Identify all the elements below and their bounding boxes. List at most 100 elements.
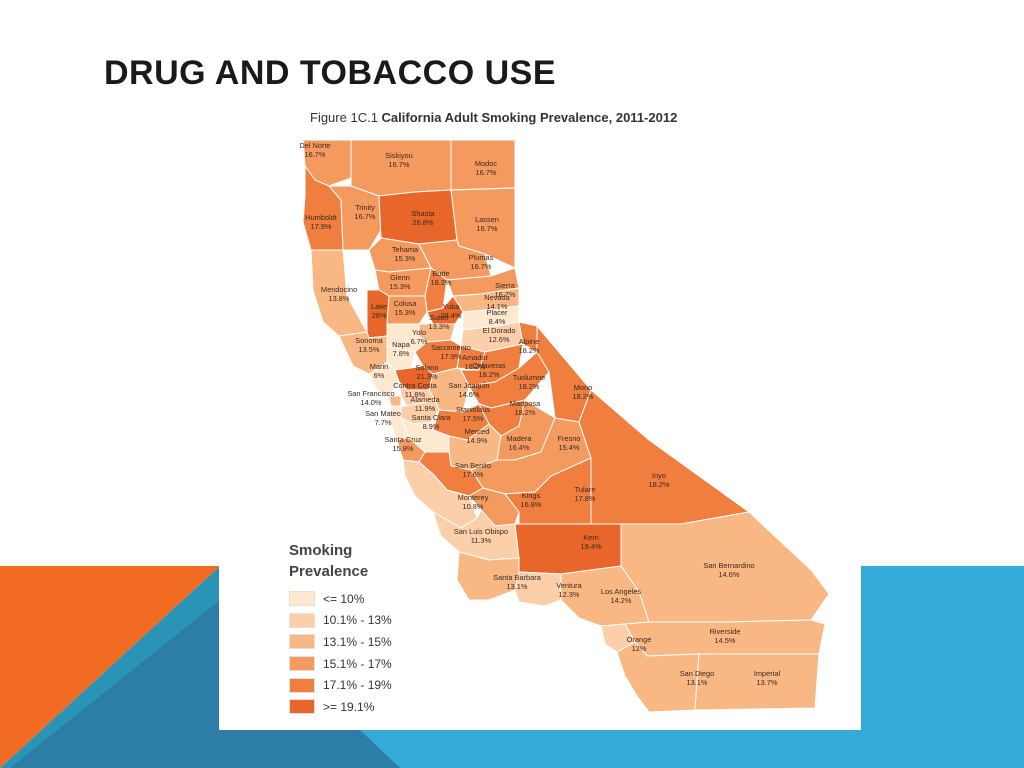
county-value: 17.8% xyxy=(575,494,596,503)
county-value: 14.0% xyxy=(361,398,382,407)
county-value: 14.6% xyxy=(719,570,740,579)
county-value: 17.6% xyxy=(463,470,484,479)
legend-item: 15.1% - 17% xyxy=(289,653,392,675)
county-name: San Bernardino xyxy=(703,561,754,570)
county-value: 13.8% xyxy=(329,294,350,303)
county-label-del-norte: Del Norte 16.7% xyxy=(299,141,330,159)
county-value: 10.8% xyxy=(463,502,484,511)
county-name: Calaveras xyxy=(472,361,506,370)
dark-blue-corner-shape xyxy=(10,600,220,768)
county-value: 12% xyxy=(632,644,647,653)
legend-item: >= 19.1% xyxy=(289,696,392,718)
county-name: San Francisco xyxy=(347,389,394,398)
county-name: Contra Costa xyxy=(393,381,437,390)
county-value: 18.2% xyxy=(479,370,500,379)
county-label-orange: Orange 12% xyxy=(627,635,652,653)
county-value: 13.1% xyxy=(507,582,528,591)
county-label-amador: Amador 18.2% xyxy=(462,353,488,371)
legend-swatch xyxy=(289,656,315,672)
county-name: Mariposa xyxy=(510,399,541,408)
county-value: 11.8% xyxy=(405,390,426,399)
county-name: Sonoma xyxy=(355,336,383,345)
county-label-nevada: Nevada 14.1% xyxy=(484,293,510,311)
county-name: Stanislaus xyxy=(456,405,490,414)
county-name: San Luis Obispo xyxy=(454,527,508,536)
county-label-tulare: Tulare 17.8% xyxy=(575,485,596,503)
county-labels: Del Norte 16.7% Siskiyou 16.7% Modoc 16.7%Hum… xyxy=(299,141,780,687)
legend-label: <= 10% xyxy=(323,591,365,606)
county-inyo xyxy=(578,389,751,525)
county-value: 16.8% xyxy=(521,500,542,509)
county-name: Yuba xyxy=(443,302,461,311)
county-name: Kern xyxy=(583,533,599,542)
county-value: 16.7% xyxy=(305,150,326,159)
county-name: Glenn xyxy=(390,273,410,282)
county-label-butte: Butte 18.2% xyxy=(431,269,452,287)
county-name: Orange xyxy=(627,635,652,644)
county-name: Yolo xyxy=(412,328,426,337)
legend-swatch xyxy=(289,591,315,607)
county-label-mendocino: Mendocino 13.8% xyxy=(321,285,357,303)
county-label-solano: Solano 21.3% xyxy=(415,363,438,381)
dark-blue-band-bottom xyxy=(220,730,400,768)
county-label-colusa: Colusa 15.3% xyxy=(393,299,417,317)
county-label-ventura: Ventura 12.3% xyxy=(556,581,582,599)
county-value: 12.3% xyxy=(559,590,580,599)
county-label-yolo: Yolo 6.7% xyxy=(411,328,428,346)
county-value: 18.2% xyxy=(649,480,670,489)
county-name: Butte xyxy=(432,269,449,278)
county-label-calaveras: Calaveras 18.2% xyxy=(472,361,506,379)
county-label-imperial: Imperial 13.7% xyxy=(754,669,781,687)
county-value: 28% xyxy=(372,311,387,320)
county-name: Fresno xyxy=(557,434,580,443)
legend-item: 13.1% - 15% xyxy=(289,631,392,653)
county-label-sutter: Sutter 13.3% xyxy=(429,313,450,331)
county-name: Napa xyxy=(392,340,411,349)
legend-label: 17.1% - 19% xyxy=(323,678,392,693)
county-value: 28.4% xyxy=(441,311,462,320)
county-value: 13.3% xyxy=(429,322,450,331)
county-name: Madera xyxy=(506,434,532,443)
county-name: Marin xyxy=(370,362,388,371)
county-value: 16.4% xyxy=(509,443,530,452)
county-value: 11.9% xyxy=(415,404,436,413)
county-value: 15.3% xyxy=(395,308,416,317)
figure-caption: Figure 1C.1 California Adult Smoking Pre… xyxy=(310,110,677,125)
county-value: 18.2% xyxy=(515,408,536,417)
county-value: 16.7% xyxy=(476,168,497,177)
county-name: Solano xyxy=(415,363,438,372)
county-name: San Diego xyxy=(680,669,715,678)
county-label-marin: Marin 6% xyxy=(370,362,388,380)
county-name: Ventura xyxy=(556,581,582,590)
county-label-sacramento: Sacramento 17.9% xyxy=(431,343,471,361)
county-label-kings: Kings 16.8% xyxy=(521,491,542,509)
county-name: Colusa xyxy=(393,299,417,308)
county-name: Mono xyxy=(574,383,593,392)
county-value: 13.1% xyxy=(687,678,708,687)
county-label-san-luis-obispo: San Luis Obispo 11.3% xyxy=(454,527,508,545)
county-name: Los Angeles xyxy=(601,587,642,596)
county-label-trinity: Trinity 16.7% xyxy=(355,203,376,221)
county-value: 17.9% xyxy=(311,222,332,231)
county-value: 12.6% xyxy=(489,335,510,344)
county-value: 17.9% xyxy=(441,352,462,361)
county-name: Nevada xyxy=(484,293,510,302)
figure-title: California Adult Smoking Prevalence, 201… xyxy=(381,110,678,125)
county-name: Kings xyxy=(522,491,541,500)
county-name: Lake xyxy=(371,302,387,311)
county-value: 15.3% xyxy=(390,282,411,291)
county-value: 16.7% xyxy=(477,224,498,233)
county-name: San Benito xyxy=(455,461,491,470)
county-label-san-mateo: San Mateo 7.7% xyxy=(365,409,401,427)
county-name: Riverside xyxy=(710,627,741,636)
figure-panel: Figure 1C.1 California Adult Smoking Pre… xyxy=(219,100,861,730)
county-label-glenn: Glenn 15.3% xyxy=(390,273,411,291)
county-value: 17.5% xyxy=(463,414,484,423)
county-value: 11.3% xyxy=(471,536,492,545)
county-label-napa: Napa 7.8% xyxy=(392,340,411,358)
legend-title: Smoking Prevalence xyxy=(289,540,392,582)
county-value: 8.4% xyxy=(489,317,506,326)
county-value: 16.7% xyxy=(471,262,492,271)
county-value: 15.3% xyxy=(395,254,416,263)
county-label-santa-clara: Santa Clara 8.9% xyxy=(411,413,451,431)
